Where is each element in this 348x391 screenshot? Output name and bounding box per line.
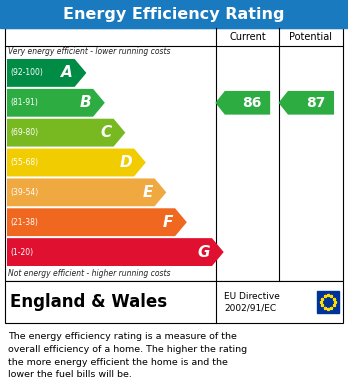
Text: (39-54): (39-54) <box>10 188 38 197</box>
Bar <box>5 281 343 323</box>
Text: (55-68): (55-68) <box>10 158 38 167</box>
Text: A: A <box>61 65 73 81</box>
Text: (1-20): (1-20) <box>10 248 33 256</box>
Text: Not energy efficient - higher running costs: Not energy efficient - higher running co… <box>8 269 171 278</box>
Text: (81-91): (81-91) <box>10 98 38 107</box>
Text: Current: Current <box>229 32 266 42</box>
Text: E: E <box>142 185 153 200</box>
Text: 86: 86 <box>243 96 262 110</box>
Text: F: F <box>163 215 173 230</box>
Polygon shape <box>7 89 105 117</box>
Polygon shape <box>7 238 224 266</box>
Bar <box>317 291 339 313</box>
Text: D: D <box>119 155 132 170</box>
Polygon shape <box>278 91 334 115</box>
Polygon shape <box>215 91 270 115</box>
Text: (21-38): (21-38) <box>10 218 38 227</box>
Text: Very energy efficient - lower running costs: Very energy efficient - lower running co… <box>8 47 171 56</box>
Text: Potential: Potential <box>290 32 332 42</box>
Polygon shape <box>7 208 187 236</box>
Polygon shape <box>7 149 146 176</box>
Text: (69-80): (69-80) <box>10 128 38 137</box>
Polygon shape <box>7 178 166 206</box>
Bar <box>0 0 348 28</box>
Bar <box>5 28 343 281</box>
Text: EU Directive
2002/91/EC: EU Directive 2002/91/EC <box>224 292 280 312</box>
Text: C: C <box>100 125 112 140</box>
Text: (92-100): (92-100) <box>10 68 43 77</box>
Text: Energy Efficiency Rating: Energy Efficiency Rating <box>63 7 285 22</box>
Text: B: B <box>79 95 91 110</box>
Text: England & Wales: England & Wales <box>10 293 167 311</box>
Text: 87: 87 <box>306 96 325 110</box>
Polygon shape <box>7 59 86 87</box>
Text: The energy efficiency rating is a measure of the
overall efficiency of a home. T: The energy efficiency rating is a measur… <box>8 332 247 379</box>
Polygon shape <box>7 119 125 147</box>
Text: G: G <box>198 245 210 260</box>
